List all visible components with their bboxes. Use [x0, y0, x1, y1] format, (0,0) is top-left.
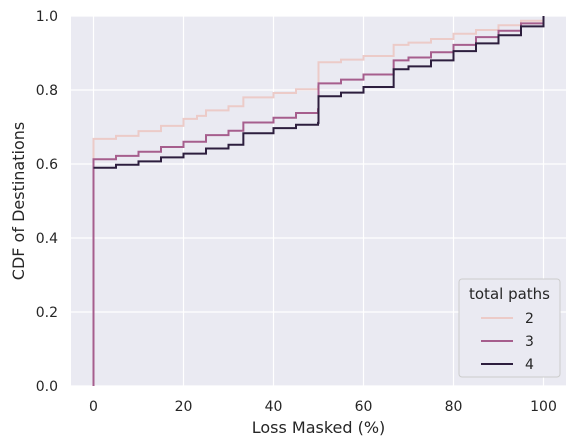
y-tick-label: 1.0	[36, 9, 58, 25]
x-tick-label: 100	[530, 399, 557, 415]
x-tick-label: 20	[175, 399, 193, 415]
y-tick-label: 0.8	[36, 83, 58, 99]
x-tick-label: 60	[355, 399, 373, 415]
x-axis-label: Loss Masked (%)	[252, 418, 386, 437]
legend-title: total paths	[469, 285, 550, 303]
x-tick-label: 40	[265, 399, 283, 415]
legend-label-3: 3	[525, 334, 534, 350]
legend-label-4: 4	[525, 357, 534, 373]
y-tick-label: 0.2	[36, 305, 58, 321]
x-tick-label: 0	[89, 399, 98, 415]
y-axis-label: CDF of Destinations	[9, 122, 28, 280]
series-layer	[92, 16, 545, 386]
series-line-4	[93, 16, 545, 169]
legend-items: 2 3 4	[481, 311, 534, 373]
x-ticks: 0 20 40 60 80 100	[89, 399, 557, 415]
legend-box	[458, 278, 561, 378]
y-tick-label: 0.6	[36, 157, 58, 173]
y-tick-label: 0.4	[36, 231, 58, 247]
y-tick-label: 0.0	[36, 379, 58, 395]
legend: total paths 2 3 4	[458, 278, 561, 378]
legend-label-2: 2	[525, 311, 534, 327]
y-ticks: 0.0 0.2 0.4 0.6 0.8 1.0	[36, 9, 58, 395]
x-tick-label: 80	[445, 399, 463, 415]
